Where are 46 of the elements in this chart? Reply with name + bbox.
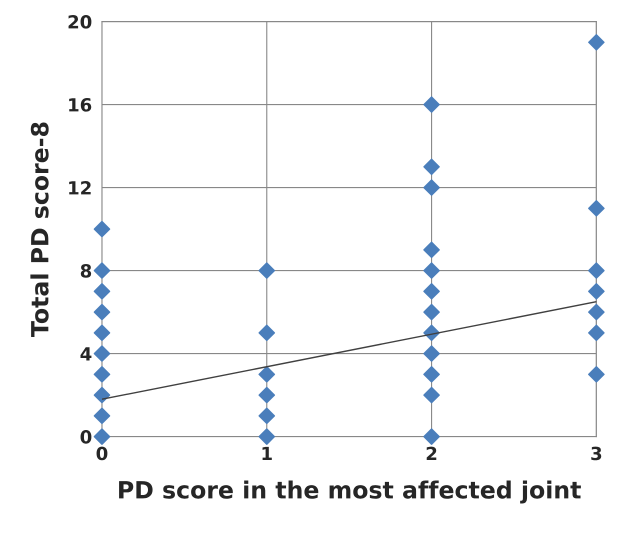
point (423, 179, 440, 196)
point (258, 262, 276, 279)
y-axis-title: Total PD score-8 (30, 122, 49, 337)
y-tick-label: 8 (80, 264, 92, 278)
point (423, 242, 440, 258)
point (94, 345, 110, 362)
point (588, 304, 605, 320)
y-tick-label: 20 (68, 15, 92, 29)
point (588, 366, 605, 383)
point (588, 283, 605, 300)
point (423, 304, 440, 320)
x-tick-label: 2 (426, 446, 436, 460)
point (258, 386, 276, 404)
point (94, 408, 110, 424)
x-tick-label: 3 (591, 446, 602, 460)
x-axis-title: PD score in the most affected joint (119, 480, 581, 504)
point (588, 324, 605, 342)
x-tick-label: 0 (96, 446, 108, 460)
point (94, 262, 110, 279)
point (423, 386, 440, 404)
y-tick-label: 0 (80, 430, 92, 444)
point (258, 428, 276, 445)
point (94, 220, 110, 238)
point (423, 345, 440, 362)
x-tick-label: 1 (262, 446, 272, 460)
y-tick-label: 12 (69, 181, 91, 194)
point (94, 386, 110, 404)
point (423, 158, 440, 176)
point (423, 283, 440, 300)
point (258, 408, 276, 424)
y-tick-label: 16 (69, 98, 92, 112)
point (588, 262, 605, 279)
point (423, 96, 440, 113)
point (423, 428, 440, 445)
point (258, 324, 276, 342)
point (94, 428, 110, 445)
point (588, 200, 605, 217)
y-tick-label: 4 (80, 347, 92, 360)
point (423, 366, 440, 383)
point (94, 304, 110, 320)
point (423, 262, 440, 279)
point (258, 366, 276, 383)
point (588, 34, 605, 51)
point (94, 366, 110, 383)
point (94, 324, 110, 342)
point (94, 283, 110, 300)
